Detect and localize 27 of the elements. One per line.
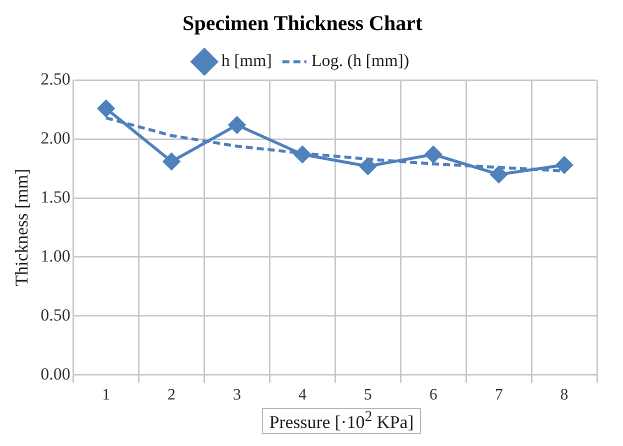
- y-tick-label: 0.50: [40, 305, 70, 324]
- y-tick-label: 1.50: [40, 188, 70, 207]
- chart-title: Specimen Thickness Chart: [182, 11, 422, 36]
- y-tick-label: 0.00: [40, 364, 70, 384]
- legend-label: Log. (h [mm]): [311, 51, 410, 70]
- point: [424, 146, 442, 163]
- point: [556, 156, 573, 174]
- y-tick-label: 2.00: [40, 128, 70, 148]
- point: [163, 153, 180, 170]
- x-tick-label: 1: [102, 386, 110, 404]
- x-tick-label: 5: [364, 386, 372, 404]
- x-axis-title: Pressure [·10$^{2}$ KPa]: [262, 408, 421, 434]
- x-tick-label: 3: [232, 386, 241, 404]
- x-tick-label: 8: [560, 386, 568, 404]
- legend-label: h [mm]: [221, 51, 272, 70]
- y-tick-label: 1.00: [40, 246, 70, 266]
- point: [490, 166, 508, 183]
- point: [294, 146, 311, 163]
- point: [98, 100, 115, 117]
- y-axis-title: Thickness [mm]: [12, 168, 32, 286]
- point: [228, 116, 246, 134]
- x-tick-label: 6: [429, 386, 438, 404]
- x-tick-label: 7: [494, 386, 503, 404]
- y-tick-label: 2.50: [40, 70, 70, 89]
- point: [359, 158, 376, 175]
- x-tick-label: 4: [298, 386, 306, 404]
- x-tick-label: 2: [168, 386, 176, 404]
